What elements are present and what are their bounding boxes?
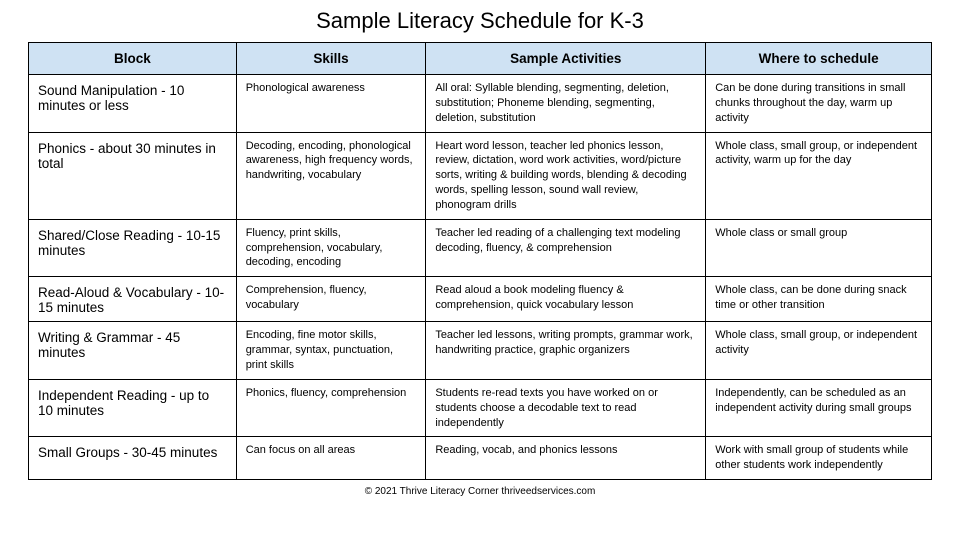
- col-header-activities: Sample Activities: [426, 43, 706, 75]
- cell-activities: Reading, vocab, and phonics lessons: [426, 437, 706, 480]
- cell-activities: Teacher led lessons, writing prompts, gr…: [426, 322, 706, 380]
- table-row: Independent Reading - up to 10 minutesPh…: [29, 379, 932, 437]
- cell-where: Independently, can be scheduled as an in…: [706, 379, 932, 437]
- table-row: Read-Aloud & Vocabulary - 10-15 minutesC…: [29, 277, 932, 322]
- cell-activities: Teacher led reading of a challenging tex…: [426, 219, 706, 277]
- table-row: Small Groups - 30-45 minutesCan focus on…: [29, 437, 932, 480]
- cell-block: Independent Reading - up to 10 minutes: [29, 379, 237, 437]
- col-header-where: Where to schedule: [706, 43, 932, 75]
- cell-skills: Can focus on all areas: [236, 437, 426, 480]
- col-header-block: Block: [29, 43, 237, 75]
- cell-where: Can be done during transitions in small …: [706, 75, 932, 133]
- cell-block: Phonics - about 30 minutes in total: [29, 132, 237, 219]
- cell-where: Whole class or small group: [706, 219, 932, 277]
- cell-activities: Read aloud a book modeling fluency & com…: [426, 277, 706, 322]
- col-header-skills: Skills: [236, 43, 426, 75]
- table-header: Block Skills Sample Activities Where to …: [29, 43, 932, 75]
- table-row: Shared/Close Reading - 10-15 minutesFlue…: [29, 219, 932, 277]
- cell-where: Work with small group of students while …: [706, 437, 932, 480]
- page: Sample Literacy Schedule for K-3 Block S…: [0, 0, 960, 540]
- cell-where: Whole class, can be done during snack ti…: [706, 277, 932, 322]
- cell-skills: Decoding, encoding, phonological awarene…: [236, 132, 426, 219]
- cell-activities: Students re-read texts you have worked o…: [426, 379, 706, 437]
- cell-block: Writing & Grammar - 45 minutes: [29, 322, 237, 380]
- cell-block: Sound Manipulation - 10 minutes or less: [29, 75, 237, 133]
- cell-skills: Phonics, fluency, comprehension: [236, 379, 426, 437]
- cell-activities: All oral: Syllable blending, segmenting,…: [426, 75, 706, 133]
- table-row: Phonics - about 30 minutes in totalDecod…: [29, 132, 932, 219]
- table-row: Writing & Grammar - 45 minutesEncoding, …: [29, 322, 932, 380]
- cell-skills: Phonological awareness: [236, 75, 426, 133]
- schedule-table: Block Skills Sample Activities Where to …: [28, 42, 932, 480]
- cell-block: Read-Aloud & Vocabulary - 10-15 minutes: [29, 277, 237, 322]
- page-title: Sample Literacy Schedule for K-3: [28, 8, 932, 34]
- cell-activities: Heart word lesson, teacher led phonics l…: [426, 132, 706, 219]
- cell-block: Small Groups - 30-45 minutes: [29, 437, 237, 480]
- footer-text: © 2021 Thrive Literacy Corner thriveedse…: [28, 486, 932, 497]
- cell-where: Whole class, small group, or independent…: [706, 322, 932, 380]
- cell-where: Whole class, small group, or independent…: [706, 132, 932, 219]
- cell-skills: Comprehension, fluency, vocabulary: [236, 277, 426, 322]
- cell-block: Shared/Close Reading - 10-15 minutes: [29, 219, 237, 277]
- table-body: Sound Manipulation - 10 minutes or lessP…: [29, 75, 932, 480]
- cell-skills: Encoding, fine motor skills, grammar, sy…: [236, 322, 426, 380]
- cell-skills: Fluency, print skills, comprehension, vo…: [236, 219, 426, 277]
- table-row: Sound Manipulation - 10 minutes or lessP…: [29, 75, 932, 133]
